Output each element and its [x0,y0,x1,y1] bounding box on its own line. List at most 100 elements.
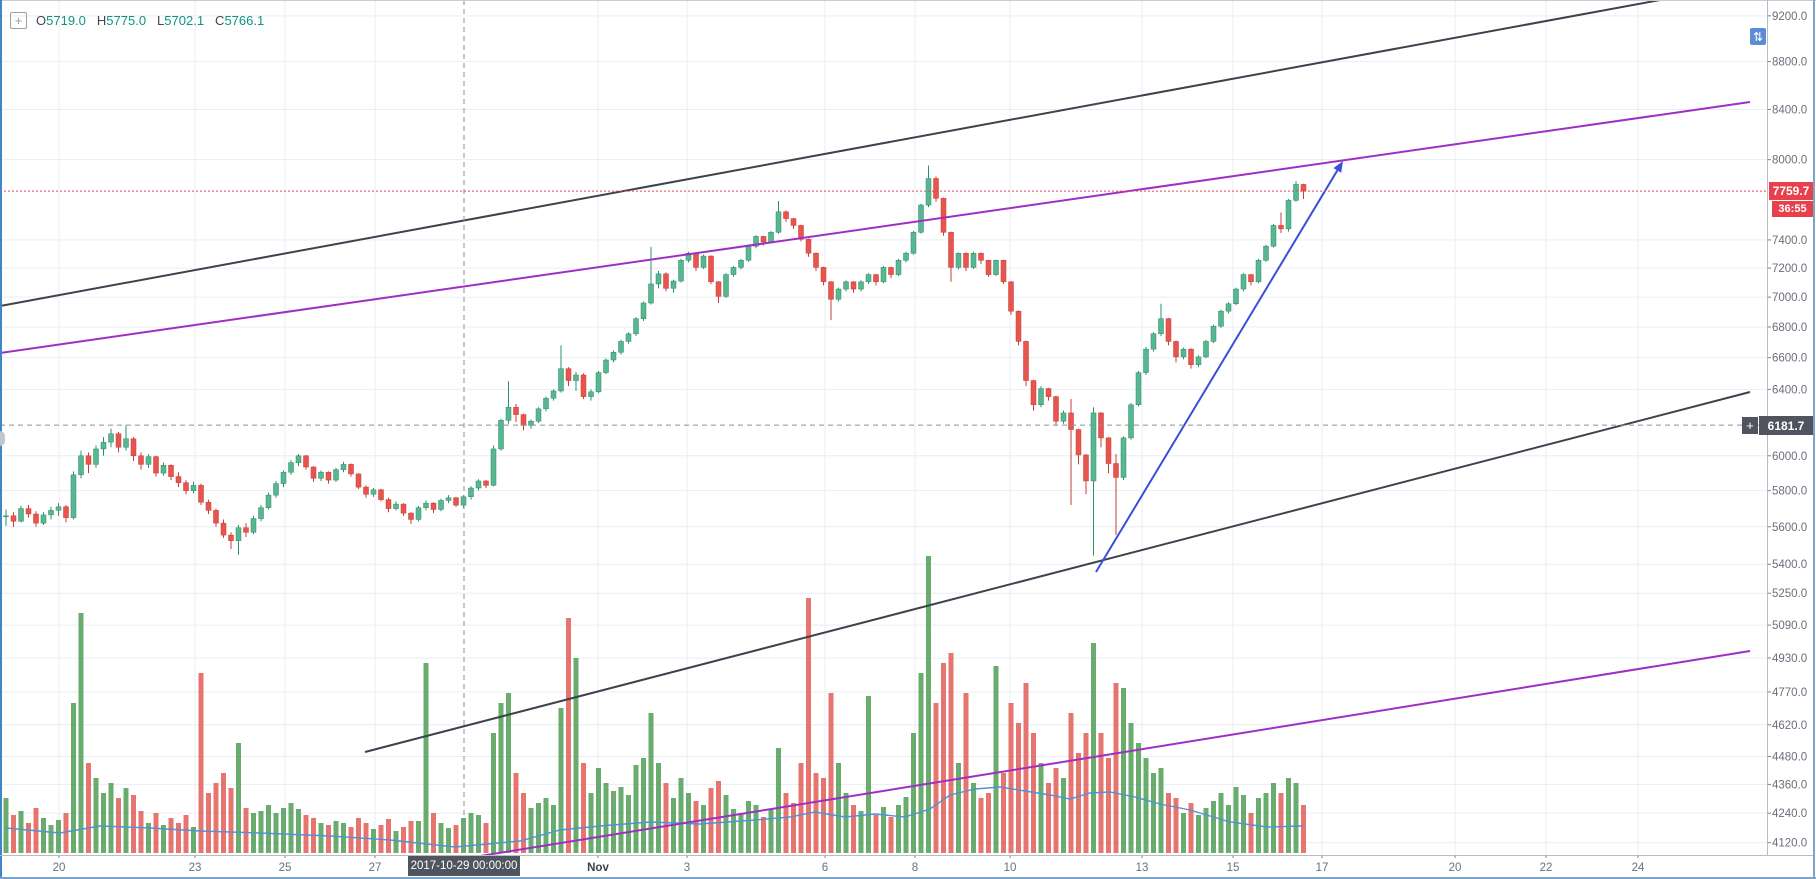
candle-body [430,502,437,510]
candle-body [1218,310,1224,327]
time-tick-label: 22 [1540,862,1553,874]
candle-body [490,448,497,486]
candle-body [655,273,662,285]
candle-body [985,260,992,275]
vol-layer [3,556,1306,853]
volume-bar [723,795,729,853]
price-tick-label: 5400.0 [1772,559,1807,571]
volume-ma-line [5,786,1304,848]
volume-bar [401,827,406,853]
last-price-label: 7759.7 [1769,182,1813,200]
legend-expand-icon[interactable]: + [10,12,27,29]
cross-layer [0,0,1767,855]
volume-bar [641,758,646,853]
volume-bar [1233,787,1239,853]
candle-body [265,494,272,508]
candle-body [865,274,872,283]
candle-body [325,471,332,481]
volume-bar [1248,813,1254,853]
lines-layer [0,0,1751,864]
volume-bar [828,693,834,853]
volume-bar [1301,805,1306,853]
candle-body [498,420,504,450]
sidebar-collapse-tab[interactable] [0,431,5,446]
candle-body [100,441,107,450]
candle-body [745,245,752,261]
add-alert-button[interactable]: + [1742,417,1758,434]
volume-bar [1158,768,1164,853]
candle-countdown-label: 36:55 [1772,201,1813,217]
channel-lower-black [364,391,1751,753]
candle-body [393,503,399,509]
price-scale-updown-icon[interactable]: ⇅ [1750,28,1766,45]
volume-bar [911,733,916,853]
volume-bar [873,815,879,853]
volume-bar [318,823,324,853]
volume-bar [1001,773,1006,853]
candle-body [423,502,429,508]
volume-bar [596,768,601,853]
volume-bar [461,818,466,853]
candles-layer [3,165,1307,556]
candle-body [250,518,257,533]
candle-body [400,503,407,514]
candle-body [850,281,857,290]
candle-body [700,255,707,268]
volume-bar [738,813,744,853]
candle-body [1135,372,1142,405]
price-tick-label: 4240.0 [1772,808,1807,820]
candle-body [835,288,842,300]
volume-bar [78,613,84,853]
candle-body [205,502,212,511]
volume-bar [603,783,609,853]
volume-bar [108,783,114,853]
candle-body [955,252,962,268]
volume-bar [116,798,121,853]
candle-body [1255,260,1262,283]
volume-bar [881,807,886,853]
candle-body [543,397,549,410]
volume-bar [161,825,166,853]
candle-body [3,515,9,518]
volume-bar [1061,778,1066,853]
volume-bar [663,783,669,853]
candle-body [70,474,77,518]
candle-body [753,236,759,247]
candle-body [415,507,422,520]
volume-bar [11,815,16,853]
volume-bar [978,798,984,853]
volume-bar [708,788,714,853]
candle-body [108,433,114,443]
candle-body [873,274,879,283]
volume-bar [1083,733,1089,853]
candle-body [378,489,384,500]
volume-bar [678,778,684,853]
candle-body [438,500,444,510]
candle-body [618,341,624,353]
volume-bar [1016,723,1021,853]
volume-bar [41,818,46,853]
candle-body [1165,318,1172,342]
candle-body [708,255,714,283]
time-axis-separator[interactable] [0,855,1813,856]
candle-body [648,283,654,304]
low-value: 5702.1 [164,13,205,28]
candle-body [1045,388,1052,397]
close-value: 5766.1 [224,13,265,28]
volume-bar [1286,778,1291,853]
candle-body [820,267,827,283]
volume-bar [1278,793,1284,853]
candle-body [1128,404,1134,439]
candle-body [1023,341,1029,381]
candle-body [580,374,587,397]
volume-bar [506,693,511,853]
volume-bar [258,811,264,853]
candle-body [895,260,902,275]
candle-body [1203,341,1209,358]
volume-bar [1218,793,1224,853]
price-tick-label: 5090.0 [1772,620,1807,632]
price-tick-label: 5600.0 [1772,522,1807,534]
price-tick-label: 6800.0 [1772,322,1807,334]
